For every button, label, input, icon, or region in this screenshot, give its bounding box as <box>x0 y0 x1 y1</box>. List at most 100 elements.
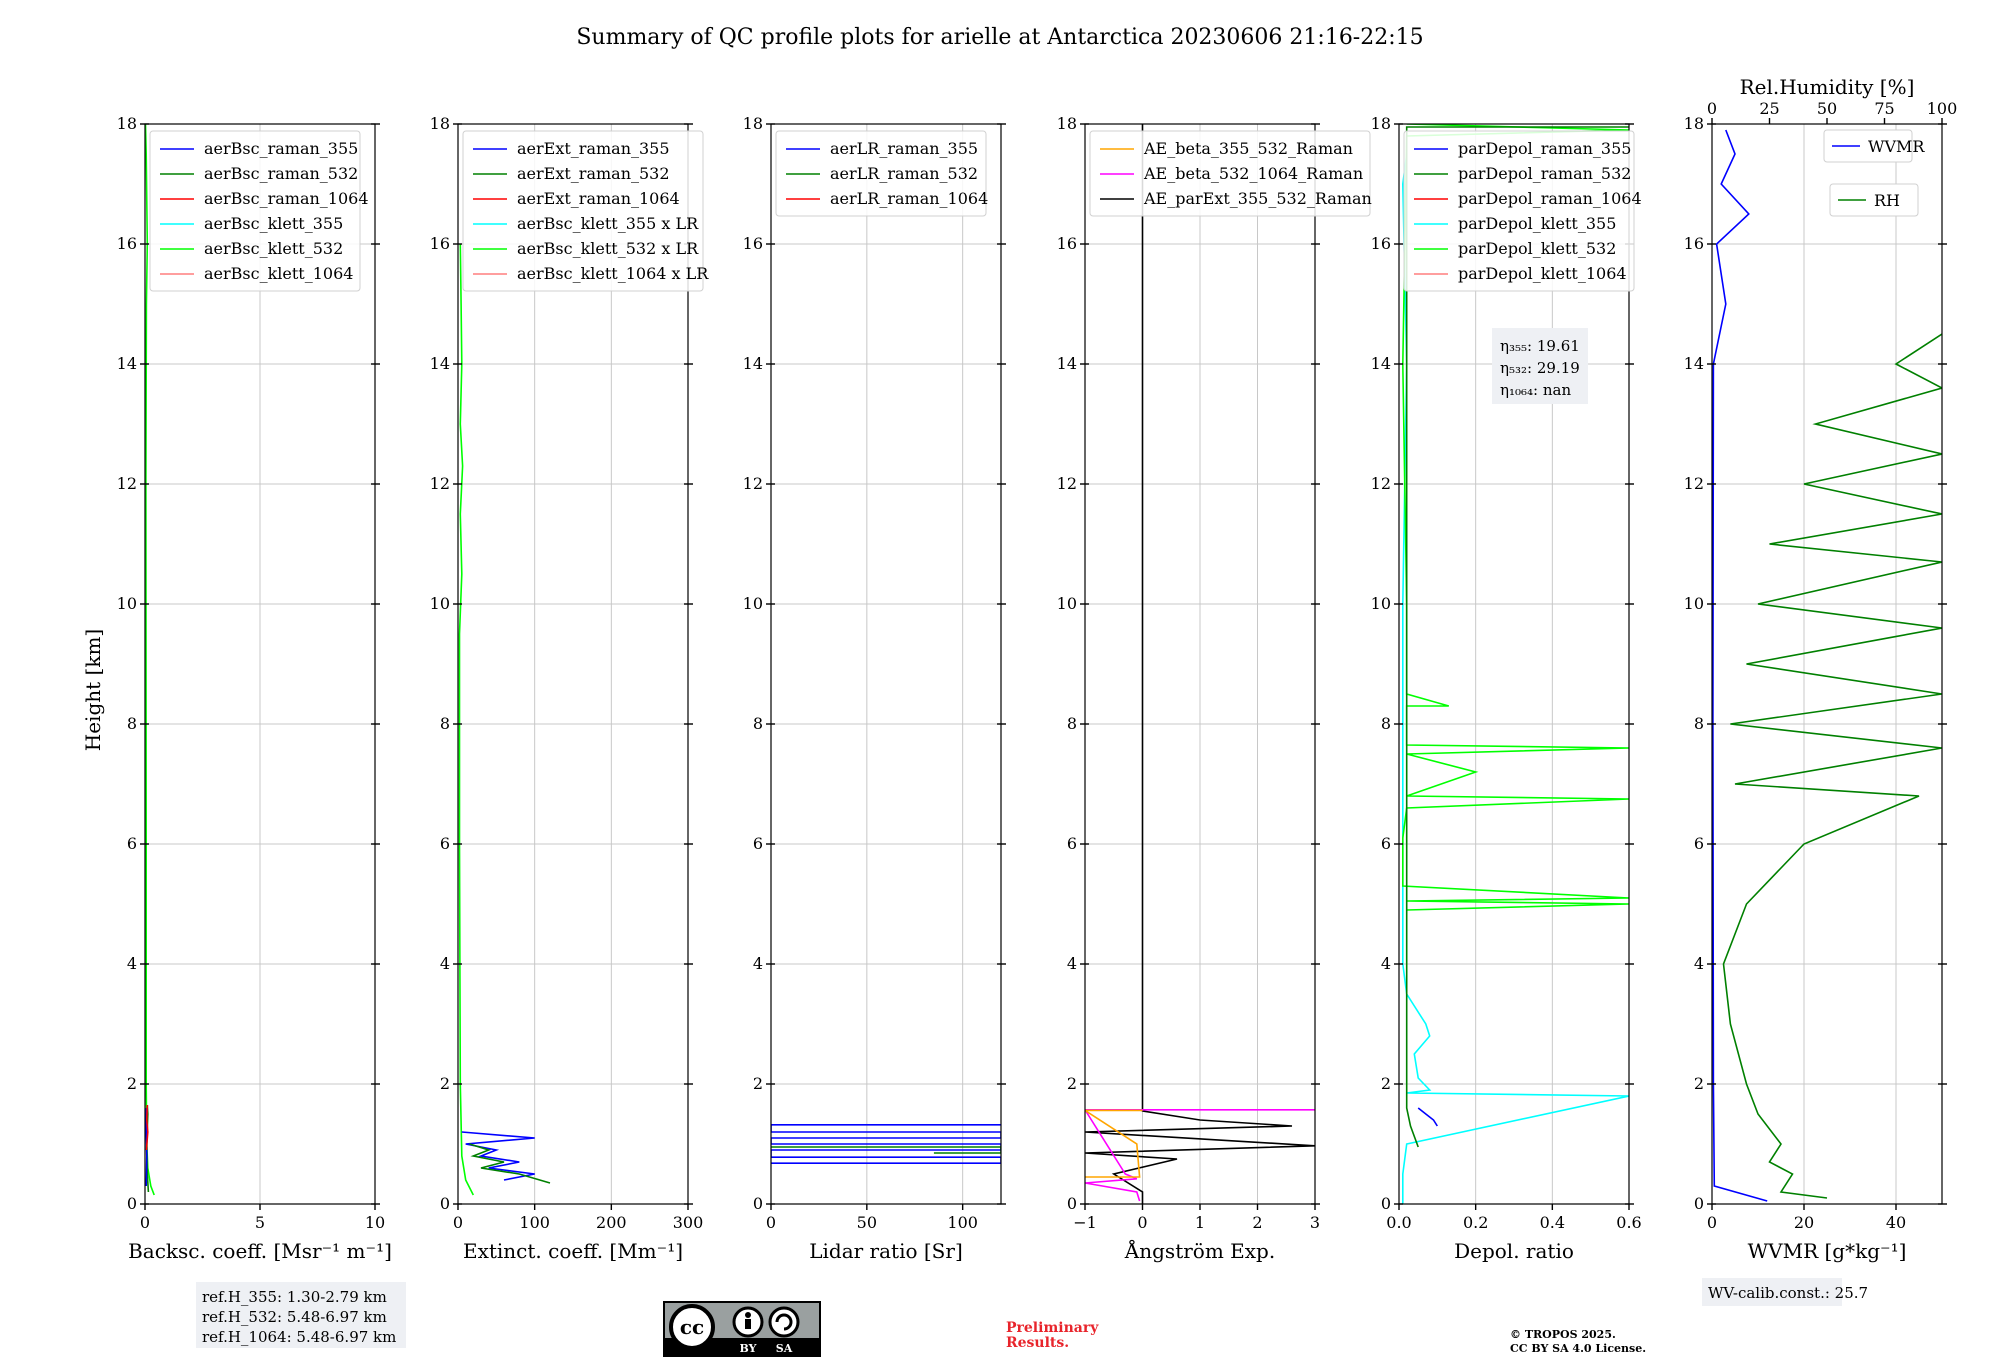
legend-entry: parDepol_raman_1064 <box>1458 189 1642 208</box>
figure-title: Summary of QC profile plots for arielle … <box>576 25 1423 50</box>
legend-entry: aerExt_raman_1064 <box>517 189 680 208</box>
y-tick-label: 4 <box>1694 954 1704 973</box>
y-tick-label: 4 <box>127 954 137 973</box>
x-tick-label: 1 <box>1195 1213 1205 1232</box>
legend-entry: parDepol_raman_532 <box>1458 164 1631 183</box>
y-tick-label: 12 <box>1684 474 1704 493</box>
legend-entry: AE_parExt_355_532_Raman <box>1143 189 1372 208</box>
legend-entry: RH <box>1874 191 1900 210</box>
legend-entry: AE_beta_355_532_Raman <box>1143 139 1353 158</box>
x-tick-label: 2 <box>1252 1213 1262 1232</box>
x-axis-label: Backsc. coeff. [Msr⁻¹ m⁻¹] <box>128 1239 392 1263</box>
y-tick-label: 10 <box>117 594 137 613</box>
y-tick-label: 6 <box>1067 834 1077 853</box>
series-line-AE_beta_355_532_Raman <box>1085 1109 1143 1178</box>
y-tick-label: 16 <box>743 234 763 253</box>
panel-p2: 0 2 4 6 8 10 12 14 16 18 0 100 200 300 Extinct. coeff.… <box>430 114 710 1263</box>
legend-entry: aerLR_raman_1064 <box>830 189 988 208</box>
legend-entry: aerBsc_klett_532 x LR <box>517 239 699 258</box>
panel-p1: 0 2 4 6 8 10 12 14 16 18 0 5 10 Backsc. coeff. [Msr⁻¹… <box>117 114 392 1263</box>
y-tick-label: 18 <box>1057 114 1077 133</box>
y-tick-label: 16 <box>117 234 137 253</box>
y-tick-label: 2 <box>1067 1074 1077 1093</box>
y-tick-label: 2 <box>440 1074 450 1093</box>
y-tick-label: 18 <box>430 114 450 133</box>
y-tick-label: 14 <box>1057 354 1077 373</box>
y-tick-label: 4 <box>1381 954 1391 973</box>
x2-tick-label: 50 <box>1817 99 1837 118</box>
x2-tick-label: 75 <box>1874 99 1894 118</box>
series-group <box>1712 129 1942 1202</box>
y-tick-label: 12 <box>430 474 450 493</box>
copyright-license-text: CC BY SA 4.0 License. <box>1510 1342 1646 1355</box>
y-tick-label: 6 <box>440 834 450 853</box>
cc-license-badge: cc BY SA <box>663 1301 821 1357</box>
y-tick-label: 10 <box>743 594 763 613</box>
series-line-aerExt_raman_355 <box>461 1131 535 1181</box>
x-tick-label: 0 <box>1137 1213 1147 1232</box>
y-tick-label: 0 <box>1067 1194 1077 1213</box>
series-line-aerExt_raman_532 <box>469 1143 551 1184</box>
y-tick-label: 14 <box>1684 354 1704 373</box>
refh-355-text: ref.H_355: 1.30-2.79 km <box>202 1288 387 1306</box>
y-tick-label: 0 <box>753 1194 763 1213</box>
y-tick-label: 10 <box>1371 594 1391 613</box>
x-tick-label: 0.6 <box>1616 1213 1641 1232</box>
legend-box <box>1403 130 1635 292</box>
y-tick-label: 16 <box>1684 234 1704 253</box>
legend-entry: aerBsc_klett_355 <box>204 214 343 233</box>
axes-frame <box>1398 123 1630 1205</box>
x-tick-label: 0 <box>453 1213 463 1232</box>
legend-entry: aerBsc_klett_1064 x LR <box>517 264 709 283</box>
x-tick-label: 20 <box>1794 1213 1814 1232</box>
y-tick-label: 12 <box>117 474 137 493</box>
y-tick-label: 6 <box>1694 834 1704 853</box>
eta-355-text: η₃₅₅: 19.61 <box>1500 337 1580 355</box>
y-tick-label: 18 <box>1371 114 1391 133</box>
y-tick-label: 10 <box>430 594 450 613</box>
sa-text: SA <box>776 1342 793 1355</box>
legend-entry: aerBsc_raman_355 <box>204 139 358 158</box>
y-tick-label: 2 <box>1694 1074 1704 1093</box>
y-tick-label: 8 <box>753 714 763 733</box>
x-tick-label: 5 <box>255 1213 265 1232</box>
y-tick-label: 8 <box>1067 714 1077 733</box>
x-axis-label: Extinct. coeff. [Mm⁻¹] <box>463 1239 683 1263</box>
series-line-AE_beta_532_1064_Raman <box>1085 1109 1315 1202</box>
y-tick-label: 8 <box>1694 714 1704 733</box>
legend-entry: aerBsc_klett_532 <box>204 239 343 258</box>
eta-532-text: η₅₃₂: 29.19 <box>1500 359 1580 377</box>
legend-entry: aerExt_raman_355 <box>517 139 670 158</box>
panel-p5: 0 2 4 6 8 10 12 14 16 18 0.0 0.2 0.4 0.6 Depol. ratio p… <box>1371 114 1642 1263</box>
legend-box <box>1089 130 1371 217</box>
series-group <box>1401 124 1629 1204</box>
series-group <box>1085 124 1315 1204</box>
copyright-text-line1: © TROPOS 2025. <box>1510 1328 1616 1341</box>
x-tick-label: 0.4 <box>1540 1213 1565 1232</box>
y-tick-label: 14 <box>743 354 763 373</box>
y-tick-label: 16 <box>1371 234 1391 253</box>
refh-box <box>196 1282 406 1348</box>
legend-entry: aerExt_raman_532 <box>517 164 670 183</box>
axes-frame <box>457 123 689 1205</box>
x2-tick-label: 100 <box>1927 99 1958 118</box>
series-line-aerLR_raman_532 <box>771 1146 1001 1154</box>
wv-calib-text: WV-calib.const.: 25.7 <box>1708 1284 1868 1302</box>
legend-box <box>1829 183 1919 217</box>
cc-icon <box>669 1304 715 1350</box>
x-tick-label: −1 <box>1073 1213 1097 1232</box>
refh-532-text: ref.H_532: 5.48-6.97 km <box>202 1308 387 1326</box>
x-tick-label: 0.0 <box>1386 1213 1411 1232</box>
y-tick-label: 14 <box>1371 354 1391 373</box>
y-tick-label: 2 <box>753 1074 763 1093</box>
legend-entry: AE_beta_532_1064_Raman <box>1143 164 1363 183</box>
legend-entry: aerBsc_raman_1064 <box>204 189 369 208</box>
x-axis-label: Lidar ratio [Sr] <box>809 1239 963 1263</box>
sa-share-icon <box>768 1306 800 1338</box>
y-tick-label: 4 <box>1067 954 1077 973</box>
series-line-aerBsc_raman_1064 <box>145 1104 149 1151</box>
legend-box <box>149 130 361 292</box>
y-tick-label: 16 <box>1057 234 1077 253</box>
